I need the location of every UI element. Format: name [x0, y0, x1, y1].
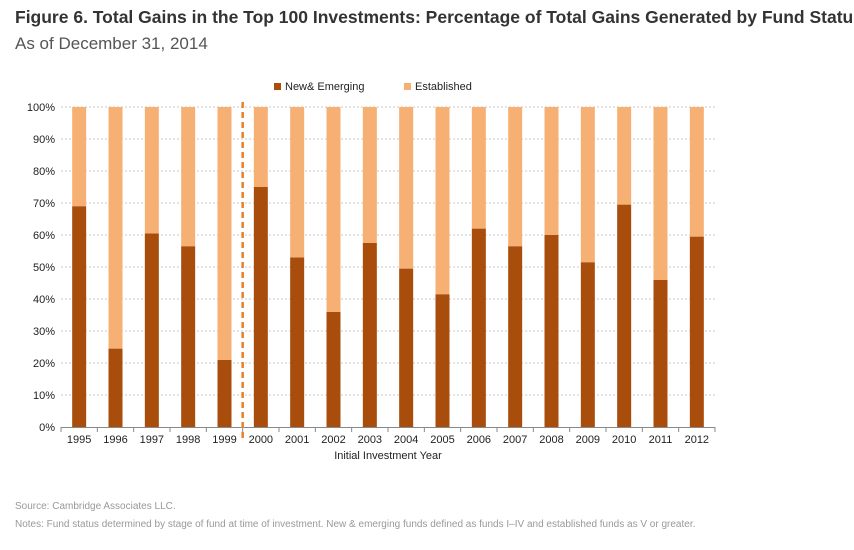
- x-tick-label: 2000: [249, 434, 273, 446]
- x-tick-label: 1998: [176, 434, 200, 446]
- x-tick-label: 2008: [539, 434, 563, 446]
- y-tick-label: 80%: [33, 166, 55, 178]
- x-tick-label: 2012: [685, 434, 709, 446]
- bar-established: [326, 107, 341, 312]
- x-tick-label: 2004: [394, 434, 418, 446]
- x-tick-label: 1995: [67, 434, 91, 446]
- bar-established: [617, 107, 632, 205]
- bar-new-emerging: [544, 235, 559, 427]
- bar-established: [217, 107, 232, 360]
- y-tick-label: 10%: [33, 390, 55, 402]
- y-tick-label: 40%: [33, 294, 55, 306]
- bar-new-emerging: [253, 187, 268, 427]
- x-tick-label: 2005: [430, 434, 454, 446]
- x-tick-label: 2007: [503, 434, 527, 446]
- bar-new-emerging: [435, 294, 450, 427]
- y-tick-label: 100%: [27, 102, 55, 114]
- bar-new-emerging: [72, 206, 87, 427]
- x-tick-label: 2001: [285, 434, 309, 446]
- bar-new-emerging: [144, 233, 159, 427]
- x-tick-label: 2006: [467, 434, 491, 446]
- y-tick-label: 90%: [33, 134, 55, 146]
- y-tick-label: 50%: [33, 262, 55, 274]
- y-tick-label: 0%: [39, 422, 55, 434]
- bar-new-emerging: [326, 311, 341, 427]
- bar-established: [72, 107, 87, 207]
- x-tick-label: 2002: [321, 434, 345, 446]
- bar-established: [544, 107, 559, 235]
- x-tick-label: 2011: [649, 434, 673, 446]
- x-tick-label: 1999: [212, 434, 236, 446]
- x-tick-label: 2003: [358, 434, 382, 446]
- y-tick-label: 20%: [33, 358, 55, 370]
- bar-new-emerging: [108, 348, 123, 427]
- bar-established: [253, 107, 268, 187]
- bar-established: [471, 107, 486, 229]
- bar-established: [508, 107, 523, 247]
- bar-established: [580, 107, 595, 263]
- bar-new-emerging: [181, 246, 196, 427]
- bar-new-emerging: [290, 257, 305, 427]
- y-tick-label: 60%: [33, 230, 55, 242]
- source-note: Source: Cambridge Associates LLC.: [15, 501, 176, 512]
- bar-new-emerging: [653, 279, 668, 427]
- legend-label: New& Emerging: [285, 81, 364, 93]
- legend-swatch: [404, 83, 411, 90]
- legend-swatch: [274, 83, 281, 90]
- bar-established: [399, 107, 414, 269]
- bar-established: [653, 107, 668, 280]
- figure-subtitle: As of December 31, 2014: [15, 34, 208, 53]
- bar-established: [689, 107, 704, 237]
- x-tick-label: 2010: [612, 434, 636, 446]
- bar-new-emerging: [362, 243, 377, 427]
- bar-established: [144, 107, 159, 234]
- bar-established: [435, 107, 450, 295]
- bar-established: [362, 107, 377, 243]
- x-tick-label: 1996: [103, 434, 127, 446]
- bar-new-emerging: [617, 204, 632, 427]
- bar-new-emerging: [471, 228, 486, 427]
- notes-text: Notes: Fund status determined by stage o…: [15, 519, 696, 530]
- bar-new-emerging: [217, 359, 232, 427]
- bar-new-emerging: [508, 246, 523, 427]
- x-tick-label: 1997: [140, 434, 164, 446]
- bar-new-emerging: [399, 268, 414, 427]
- bar-established: [108, 107, 123, 349]
- figure-title: Figure 6. Total Gains in the Top 100 Inv…: [15, 7, 854, 27]
- y-tick-label: 30%: [33, 326, 55, 338]
- legend-label: Established: [415, 81, 472, 93]
- bar-established: [181, 107, 196, 247]
- y-tick-label: 70%: [33, 198, 55, 210]
- bar-established: [290, 107, 305, 258]
- x-axis-title: Initial Investment Year: [334, 450, 442, 462]
- bar-new-emerging: [580, 262, 595, 427]
- bar-new-emerging: [689, 236, 704, 427]
- x-tick-label: 2009: [576, 434, 600, 446]
